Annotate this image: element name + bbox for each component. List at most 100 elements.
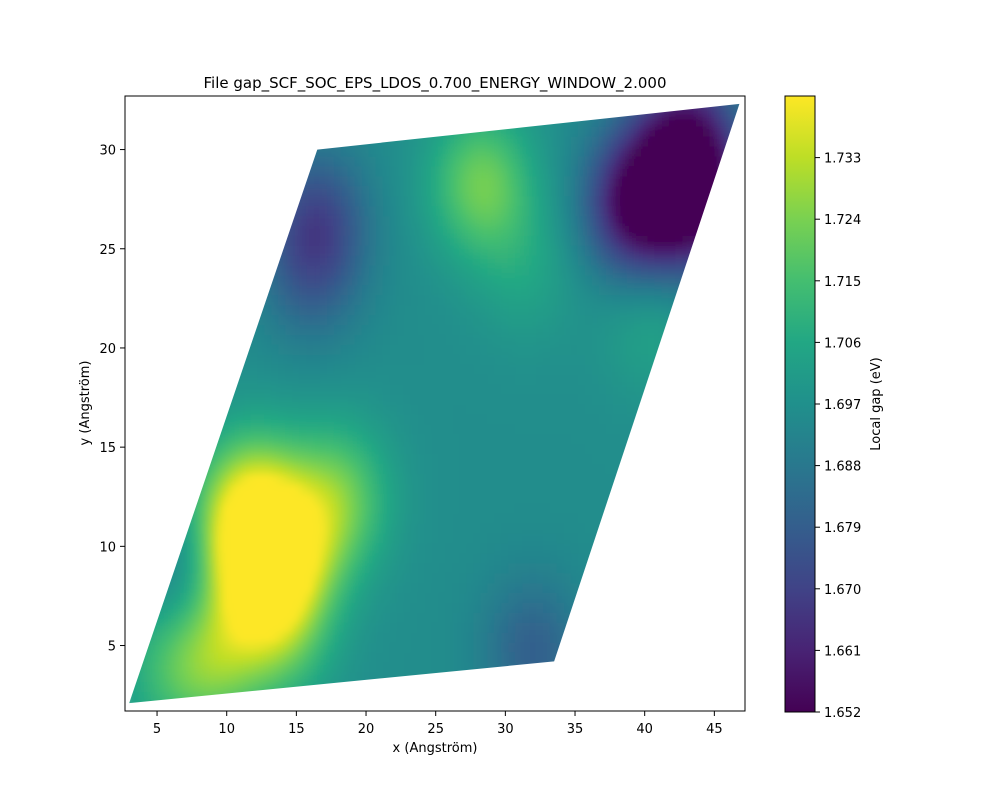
heatmap-cell <box>584 205 593 217</box>
heatmap-cell <box>333 383 342 395</box>
heatmap-cell <box>327 671 335 683</box>
heatmap-cell <box>299 502 308 514</box>
heatmap-cell <box>612 373 621 385</box>
heatmap-cell <box>619 105 628 117</box>
heatmap-cell <box>145 621 154 633</box>
heatmap-cell <box>612 125 621 137</box>
heatmap-cell <box>208 433 217 445</box>
heatmap-cell <box>591 393 600 405</box>
heatmap-cell <box>480 383 489 395</box>
heatmap-cell <box>570 175 579 187</box>
heatmap-cell <box>306 363 315 375</box>
heatmap-cell <box>145 103 154 107</box>
heatmap-cell <box>194 591 203 603</box>
heatmap-cell <box>424 373 433 385</box>
heatmap-cell <box>438 651 447 663</box>
heatmap-cell <box>236 353 245 365</box>
heatmap-cell <box>368 562 377 574</box>
heatmap-cell <box>264 324 273 336</box>
heatmap-cell <box>661 562 670 574</box>
heatmap-cell <box>598 234 607 246</box>
heatmap-cell <box>271 264 280 276</box>
heatmap-cell <box>542 383 551 395</box>
heatmap-cell <box>131 294 140 306</box>
heatmap-cell <box>271 572 280 584</box>
heatmap-cell <box>410 383 419 395</box>
heatmap-cell <box>354 254 363 266</box>
heatmap-cell <box>215 373 224 385</box>
heatmap-cell <box>424 512 433 524</box>
heatmap-cell <box>501 512 510 524</box>
heatmap-cell <box>626 205 635 217</box>
heatmap-cell <box>159 294 168 306</box>
heatmap-cell <box>466 601 475 613</box>
heatmap-cell <box>640 103 649 107</box>
heatmap-cell <box>480 572 489 584</box>
heatmap-cell <box>598 601 607 613</box>
heatmap-cell <box>473 463 482 474</box>
heatmap-cell <box>515 314 524 326</box>
heatmap-cell <box>438 582 447 593</box>
heatmap-cell <box>340 373 349 385</box>
heatmap-cell <box>466 175 475 187</box>
heatmap-cell <box>347 671 356 683</box>
heatmap-cell <box>515 294 524 306</box>
heatmap-cell <box>173 522 182 534</box>
heatmap-cell <box>354 611 363 623</box>
heatmap-cell <box>410 165 419 177</box>
heatmap-cell <box>180 274 189 286</box>
heatmap-cell <box>194 532 203 544</box>
heatmap-cell <box>327 582 335 593</box>
heatmap-cell <box>417 103 426 107</box>
heatmap-cell <box>375 334 384 345</box>
heatmap-cell <box>129 264 133 276</box>
heatmap-cell <box>626 353 635 365</box>
heatmap-cell <box>633 195 642 207</box>
heatmap-cell <box>201 621 210 633</box>
heatmap-cell <box>166 373 175 385</box>
heatmap-cell <box>605 651 614 663</box>
heatmap-cell <box>542 572 551 584</box>
heatmap-cell <box>633 165 642 177</box>
heatmap-cell <box>668 482 677 494</box>
heatmap-cell <box>382 562 391 574</box>
heatmap-cell <box>396 363 405 375</box>
heatmap-cell <box>647 621 656 633</box>
heatmap-cell <box>264 274 273 286</box>
heatmap-cell <box>438 343 447 355</box>
heatmap-cell <box>612 671 621 683</box>
heatmap-cell <box>626 512 635 524</box>
heatmap-cell <box>584 234 593 246</box>
heatmap-cell <box>410 562 419 574</box>
heatmap-cell <box>661 621 670 633</box>
heatmap-cell <box>556 443 565 455</box>
heatmap-cell <box>417 105 426 117</box>
heatmap-cell <box>466 244 475 256</box>
heatmap-cell <box>138 443 147 455</box>
heatmap-cell <box>487 482 496 494</box>
heatmap-cell <box>271 284 280 296</box>
heatmap-cell <box>619 463 628 474</box>
heatmap-cell <box>131 552 140 564</box>
heatmap-cell <box>152 284 161 296</box>
heatmap-cell <box>675 175 684 187</box>
heatmap-cell <box>129 145 133 157</box>
heatmap-cell <box>368 373 377 385</box>
heatmap-cell <box>675 115 684 127</box>
heatmap-cell <box>250 314 259 326</box>
heatmap-cell <box>361 552 370 564</box>
heatmap-cell <box>264 611 273 623</box>
heatmap-cell <box>354 205 363 217</box>
heatmap-cell <box>445 631 454 643</box>
heatmap-cell <box>396 205 405 217</box>
heatmap-cell <box>173 552 182 564</box>
heatmap-cell <box>466 324 475 336</box>
heatmap-cell <box>306 601 315 613</box>
heatmap-cell <box>536 264 544 276</box>
heatmap-cell <box>313 611 322 623</box>
heatmap-cell <box>187 532 196 544</box>
heatmap-cell <box>396 701 405 704</box>
heatmap-cell <box>327 651 335 663</box>
heatmap-cell <box>250 433 259 445</box>
heatmap-cell <box>515 651 524 663</box>
